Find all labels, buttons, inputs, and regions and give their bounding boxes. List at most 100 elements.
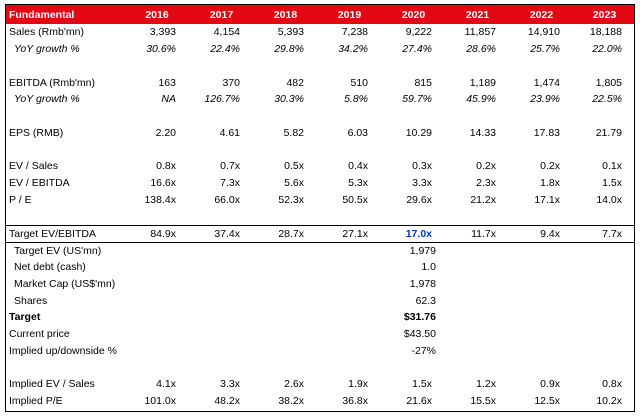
cell: 5.6x: [284, 177, 304, 190]
cell: 2.20: [155, 126, 176, 139]
cell: 17.1x: [534, 193, 560, 206]
cell: 21.2x: [470, 193, 496, 206]
table-row: YoY growth % 30.6% 22.4% 29.8% 34.2% 27.…: [6, 41, 634, 58]
cell: 7,238: [341, 26, 368, 39]
cell: -27%: [411, 344, 436, 357]
cell: 3,393: [149, 26, 176, 39]
cell: 0.9x: [540, 378, 560, 391]
table-row: Implied up/downside % -27%: [6, 343, 634, 360]
table-row: Market Cap (US$'mn) 1,978: [6, 276, 634, 293]
cell: $43.50: [403, 328, 436, 341]
cell: 66.0x: [214, 193, 240, 206]
cell: 5.3x: [348, 177, 368, 190]
cell: 5.82: [283, 126, 304, 139]
cell: 52.3x: [278, 193, 304, 206]
cell: 14.33: [469, 126, 496, 139]
row-label: Net debt (cash): [14, 261, 86, 274]
row-label: EV / EBITDA: [9, 177, 70, 190]
cell: 138.4x: [144, 193, 176, 206]
table-row: P / E 138.4x 66.0x 52.3x 50.5x 29.6x 21.…: [6, 192, 634, 209]
header-year: 2016: [123, 5, 188, 24]
cell: 0.2x: [540, 160, 560, 173]
header-year: 2020: [380, 5, 444, 24]
cell: 163: [158, 76, 176, 89]
cell: 510: [350, 76, 368, 89]
cell: 0.2x: [476, 160, 496, 173]
table-row: Net debt (cash) 1.0: [6, 259, 634, 276]
cell: 10.2x: [596, 395, 622, 408]
row-label: Implied up/downside %: [9, 344, 117, 357]
row-label: EBITDA (Rmb'mn): [9, 76, 96, 89]
table-row: Sales (Rmb'mn) 3,393 4,154 5,393 7,238 9…: [6, 24, 634, 41]
row-label: Implied P/E: [9, 395, 63, 408]
cell: 10.29: [405, 126, 432, 139]
cell: 1.8x: [540, 177, 560, 190]
cell: 22.0%: [592, 43, 622, 56]
cell: 3.3x: [220, 378, 240, 391]
row-label: Target: [9, 311, 41, 324]
cell: 0.8x: [602, 378, 622, 391]
header-year: 2019: [316, 5, 380, 24]
cell: 11,857: [464, 26, 496, 39]
table-row: Target EV (US'mn) 1,979: [6, 242, 634, 259]
cell: NA: [161, 93, 176, 106]
cell: 0.5x: [284, 160, 304, 173]
cell: 38.2x: [278, 395, 304, 408]
cell: 4.61: [219, 126, 240, 139]
cell: 50.5x: [342, 193, 368, 206]
table-row: Implied P/E 101.0x 48.2x 38.2x 36.8x 21.…: [6, 393, 634, 410]
cell: 27.4%: [402, 43, 432, 56]
header-year: 2017: [188, 5, 252, 24]
cell: 4,154: [213, 26, 240, 39]
cell: 5,393: [277, 26, 304, 39]
cell: 1,979: [409, 244, 436, 257]
cell: 0.8x: [156, 160, 176, 173]
table-row: YoY growth % NA 126.7% 30.3% 5.8% 59.7% …: [6, 91, 634, 108]
valuation-table-frame: Fundamental 2016 2017 2018 2019 2020 202…: [5, 4, 635, 412]
cell: 30.6%: [146, 43, 176, 56]
table-row: EPS (RMB) 2.20 4.61 5.82 6.03 10.29 14.3…: [6, 125, 634, 142]
cell: 1.5x: [602, 177, 622, 190]
cell: 0.4x: [348, 160, 368, 173]
row-label: Sales (Rmb'mn): [9, 26, 84, 39]
cell: 2.6x: [284, 378, 304, 391]
cell: 7.3x: [220, 177, 240, 190]
blank-row: [6, 359, 634, 376]
row-label: P / E: [9, 193, 32, 206]
cell: 11.7x: [444, 224, 508, 243]
cell: 1,978: [409, 277, 436, 290]
cell: 16.6x: [150, 177, 176, 190]
cell: 1.9x: [348, 378, 368, 391]
cell: 21.6x: [406, 395, 432, 408]
cell: 1.5x: [412, 378, 432, 391]
cell: 45.9%: [466, 93, 496, 106]
row-label: Shares: [14, 294, 48, 307]
row-label: Current price: [9, 328, 70, 341]
cell: 14,910: [527, 26, 560, 39]
cell: 5.8%: [344, 93, 368, 106]
cell: 1,805: [595, 76, 622, 89]
cell: 815: [414, 76, 432, 89]
blank-row: [6, 208, 634, 225]
cell: 126.7%: [204, 93, 240, 106]
cell: 28.7x: [252, 224, 316, 243]
table-row: EV / EBITDA 16.6x 7.3x 5.6x 5.3x 3.3x 2.…: [6, 175, 634, 192]
table-row: Target $31.76: [6, 309, 634, 326]
row-label: Implied EV / Sales: [9, 378, 95, 391]
table-row: EBITDA (Rmb'mn) 163 370 482 510 815 1,18…: [6, 74, 634, 91]
valuation-table: Fundamental 2016 2017 2018 2019 2020 202…: [6, 5, 634, 410]
cell: 0.7x: [220, 160, 240, 173]
cell: 0.3x: [412, 160, 432, 173]
cell: 1.0: [421, 261, 436, 274]
table-row: EV / Sales 0.8x 0.7x 0.5x 0.4x 0.3x 0.2x…: [6, 158, 634, 175]
table-row: Target EV/EBITDA 84.9x 37.4x 28.7x 27.1x…: [6, 224, 634, 243]
header-year: 2018: [252, 5, 316, 24]
cell: 0.1x: [602, 160, 622, 173]
cell: 28.6%: [466, 43, 496, 56]
cell: 17.83: [533, 126, 560, 139]
cell: 12.5x: [534, 395, 560, 408]
cell: 1,474: [533, 76, 560, 89]
row-label: Target EV/EBITDA: [6, 224, 123, 243]
cell: 22.5%: [592, 93, 622, 106]
header-year: 2021: [444, 5, 508, 24]
